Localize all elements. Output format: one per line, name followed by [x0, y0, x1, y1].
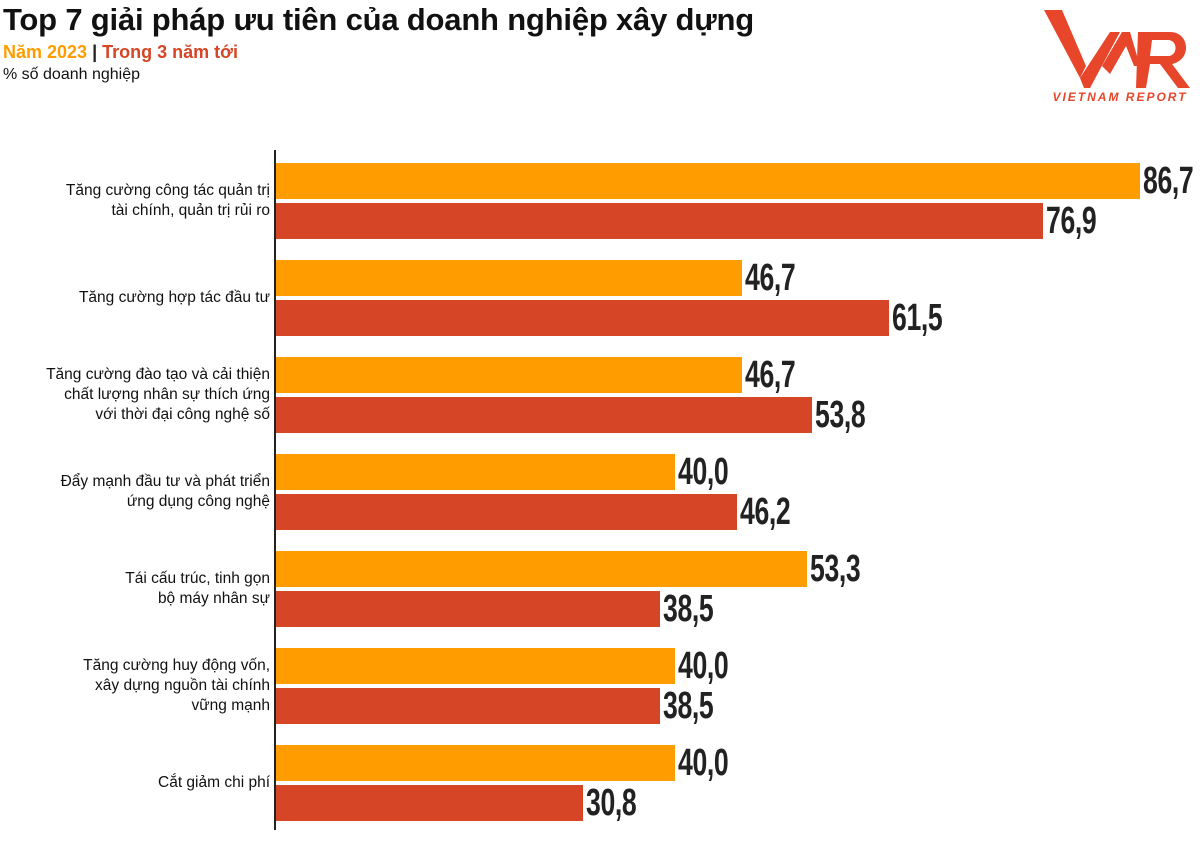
category-label-line: xây dựng nguồn tài chính: [95, 677, 270, 694]
category-label-line: vững mạnh: [191, 697, 270, 714]
category-label-line: Tăng cường công tác quản trị: [65, 182, 270, 199]
category-label-line: Tái cấu trúc, tinh gọn: [125, 570, 270, 587]
data-label: 86,7: [1143, 160, 1194, 202]
data-label: 38,5: [662, 685, 714, 727]
category-label: Tăng cường đào tạo và cải thiện chất lượn…: [46, 365, 270, 425]
bar-next-3-years: [276, 591, 660, 627]
chart-title: Top 7 giải pháp ưu tiên của doanh nghiệp…: [3, 2, 755, 37]
category-label: Đẩy mạnh đầu tư và phát triển ứng dụng cô…: [61, 472, 270, 512]
category-label-line: Tăng cường đào tạo và cải thiện: [46, 366, 270, 383]
data-label: 46,7: [744, 257, 796, 299]
legend: Năm 2023 | Trong 3 năm tới: [3, 42, 238, 63]
data-label: 53,8: [815, 394, 866, 436]
category-label: Cắt giảm chi phí: [158, 773, 270, 793]
category-label: Tăng cường công tác quản trị tài chính, q…: [66, 181, 270, 221]
data-label: 40,0: [677, 451, 729, 493]
data-label: 46,2: [739, 491, 791, 533]
data-label: 61,5: [892, 297, 943, 339]
data-label: 53,3: [810, 548, 861, 590]
category-label-line: Tăng cường hợp tác đầu tư: [78, 289, 270, 306]
data-label: 40,0: [677, 742, 729, 784]
category-label-line: chất lượng nhân sự thích ứng: [64, 386, 270, 403]
data-label: 30,8: [586, 782, 637, 824]
bar-2023: [276, 454, 675, 490]
vnr-logo: VIETNAM REPORT: [1044, 10, 1190, 104]
bar-next-3-years: [276, 203, 1043, 239]
category-label-line: Cắt giảm chi phí: [158, 774, 270, 791]
category-label: Tăng cường huy động vốn, xây dựng nguồn t…: [83, 656, 270, 716]
legend-separator: |: [92, 42, 98, 62]
bar-2023: [276, 260, 742, 296]
unit-label: % số doanh nghiệp: [3, 66, 140, 83]
category-label-line: Đẩy mạnh đầu tư và phát triển: [60, 473, 270, 490]
bar-2023: [276, 648, 675, 684]
bar-next-3-years: [276, 397, 813, 433]
y-axis-line: [274, 150, 276, 830]
category-label: Tăng cường hợp tác đầu tư: [79, 288, 270, 308]
legend-series-1: Năm 2023: [3, 42, 88, 62]
category-label-line: bộ máy nhân sự: [157, 590, 270, 607]
category-label: Tái cấu trúc, tinh gọn bộ máy nhân sự: [125, 569, 270, 609]
bar-2023: [276, 163, 1141, 199]
bar-next-3-years: [276, 300, 890, 336]
bar-2023: [276, 357, 742, 393]
bar-2023: [276, 745, 675, 781]
data-label: 76,9: [1045, 200, 1097, 242]
data-label: 46,7: [744, 354, 796, 396]
bar-next-3-years: [276, 785, 584, 821]
bar-2023: [276, 551, 808, 587]
category-label-line: Tăng cường huy động vốn,: [83, 657, 270, 674]
data-label: 40,0: [677, 645, 729, 687]
svg-text:VIETNAM REPORT: VIETNAM REPORT: [1052, 90, 1187, 104]
data-label: 38,5: [662, 588, 714, 630]
legend-series-2: Trong 3 năm tới: [102, 42, 238, 62]
bar-next-3-years: [276, 494, 737, 530]
category-label-line: ứng dụng công nghệ: [126, 493, 270, 510]
bar-next-3-years: [276, 688, 660, 724]
category-label-line: tài chính, quản trị rủi ro: [111, 202, 270, 219]
category-label-line: với thời đại công nghệ số: [95, 406, 270, 423]
